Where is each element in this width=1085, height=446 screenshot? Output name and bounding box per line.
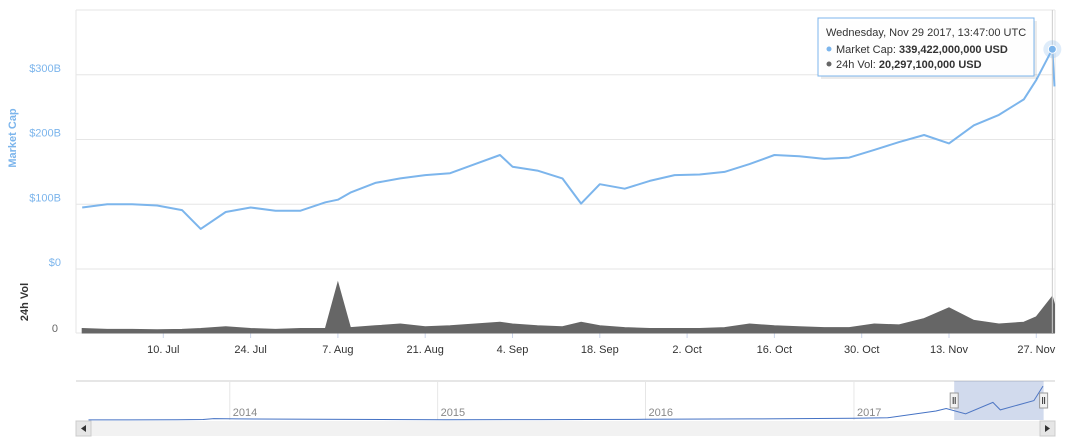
tooltip-bullet	[826, 46, 832, 52]
x-tick-label: 16. Oct	[757, 344, 792, 356]
x-tick-label: 24. Jul	[234, 344, 266, 356]
tooltip-item: Market Cap: 339,422,000,000 USD	[836, 44, 1008, 56]
tooltip-item: 24h Vol: 20,297,100,000 USD	[836, 59, 982, 71]
tooltip-label: 24h Vol:	[836, 59, 879, 71]
navigator-tick-label: 2014	[233, 407, 257, 419]
tooltip-label: Market Cap:	[836, 44, 899, 56]
arrow-right	[1045, 425, 1050, 432]
tooltip-bullet	[826, 61, 832, 67]
navigator-handle	[1039, 392, 1049, 409]
x-tick-label: 10. Jul	[147, 344, 179, 356]
x-tick-label: 4. Sep	[497, 344, 529, 356]
x-tick-label: 21. Aug	[407, 344, 444, 356]
scrollbar-track[interactable]	[76, 421, 1055, 436]
x-tick-label: 2. Oct	[672, 344, 701, 356]
x-tick-label: 18. Sep	[581, 344, 619, 356]
y2-tick-label: 0	[52, 323, 58, 335]
x-tick-label: 30. Oct	[844, 344, 879, 356]
x-tick-label: 7. Aug	[322, 344, 353, 356]
x-tick-label: 13. Nov	[930, 344, 968, 356]
x-tick-label: 27. Nov	[1017, 344, 1055, 356]
navigator-line	[88, 385, 1044, 421]
market-cap-line	[82, 48, 1056, 230]
navigator-tick-label: 2017	[857, 407, 881, 419]
y2-axis-title: 24h Vol	[19, 283, 31, 321]
volume-area	[81, 280, 1055, 334]
tooltip-value: 20,297,100,000 USD	[879, 59, 982, 71]
navigator-tick-label: 2016	[649, 407, 673, 419]
arrow-left	[81, 425, 86, 432]
hover-marker	[1047, 44, 1057, 54]
navigator-tick-label: 2015	[441, 407, 465, 419]
tooltip-header: Wednesday, Nov 29 2017, 13:47:00 UTC	[826, 27, 1026, 39]
navigator-selection	[954, 381, 1044, 420]
tooltip-box	[817, 17, 1035, 77]
scrollbar[interactable]	[75, 420, 1056, 437]
tooltip: Wednesday, Nov 29 2017, 13:47:00 UTC Mar…	[817, 17, 1037, 79]
y-tick-label: $200B	[29, 128, 61, 140]
y-tick-label: $100B	[29, 192, 61, 204]
y-axis-title: Market Cap	[7, 108, 19, 168]
y-tick-label: $300B	[29, 63, 61, 75]
y-tick-label: $0	[49, 257, 61, 269]
navigator-handle	[949, 392, 959, 409]
plot-area: $0 $100B $200B $300B 0 10. Jul 24. Jul 7. Aug 21…	[29, 9, 1062, 356]
tooltip-value: 339,422,000,000 USD	[899, 44, 1008, 56]
